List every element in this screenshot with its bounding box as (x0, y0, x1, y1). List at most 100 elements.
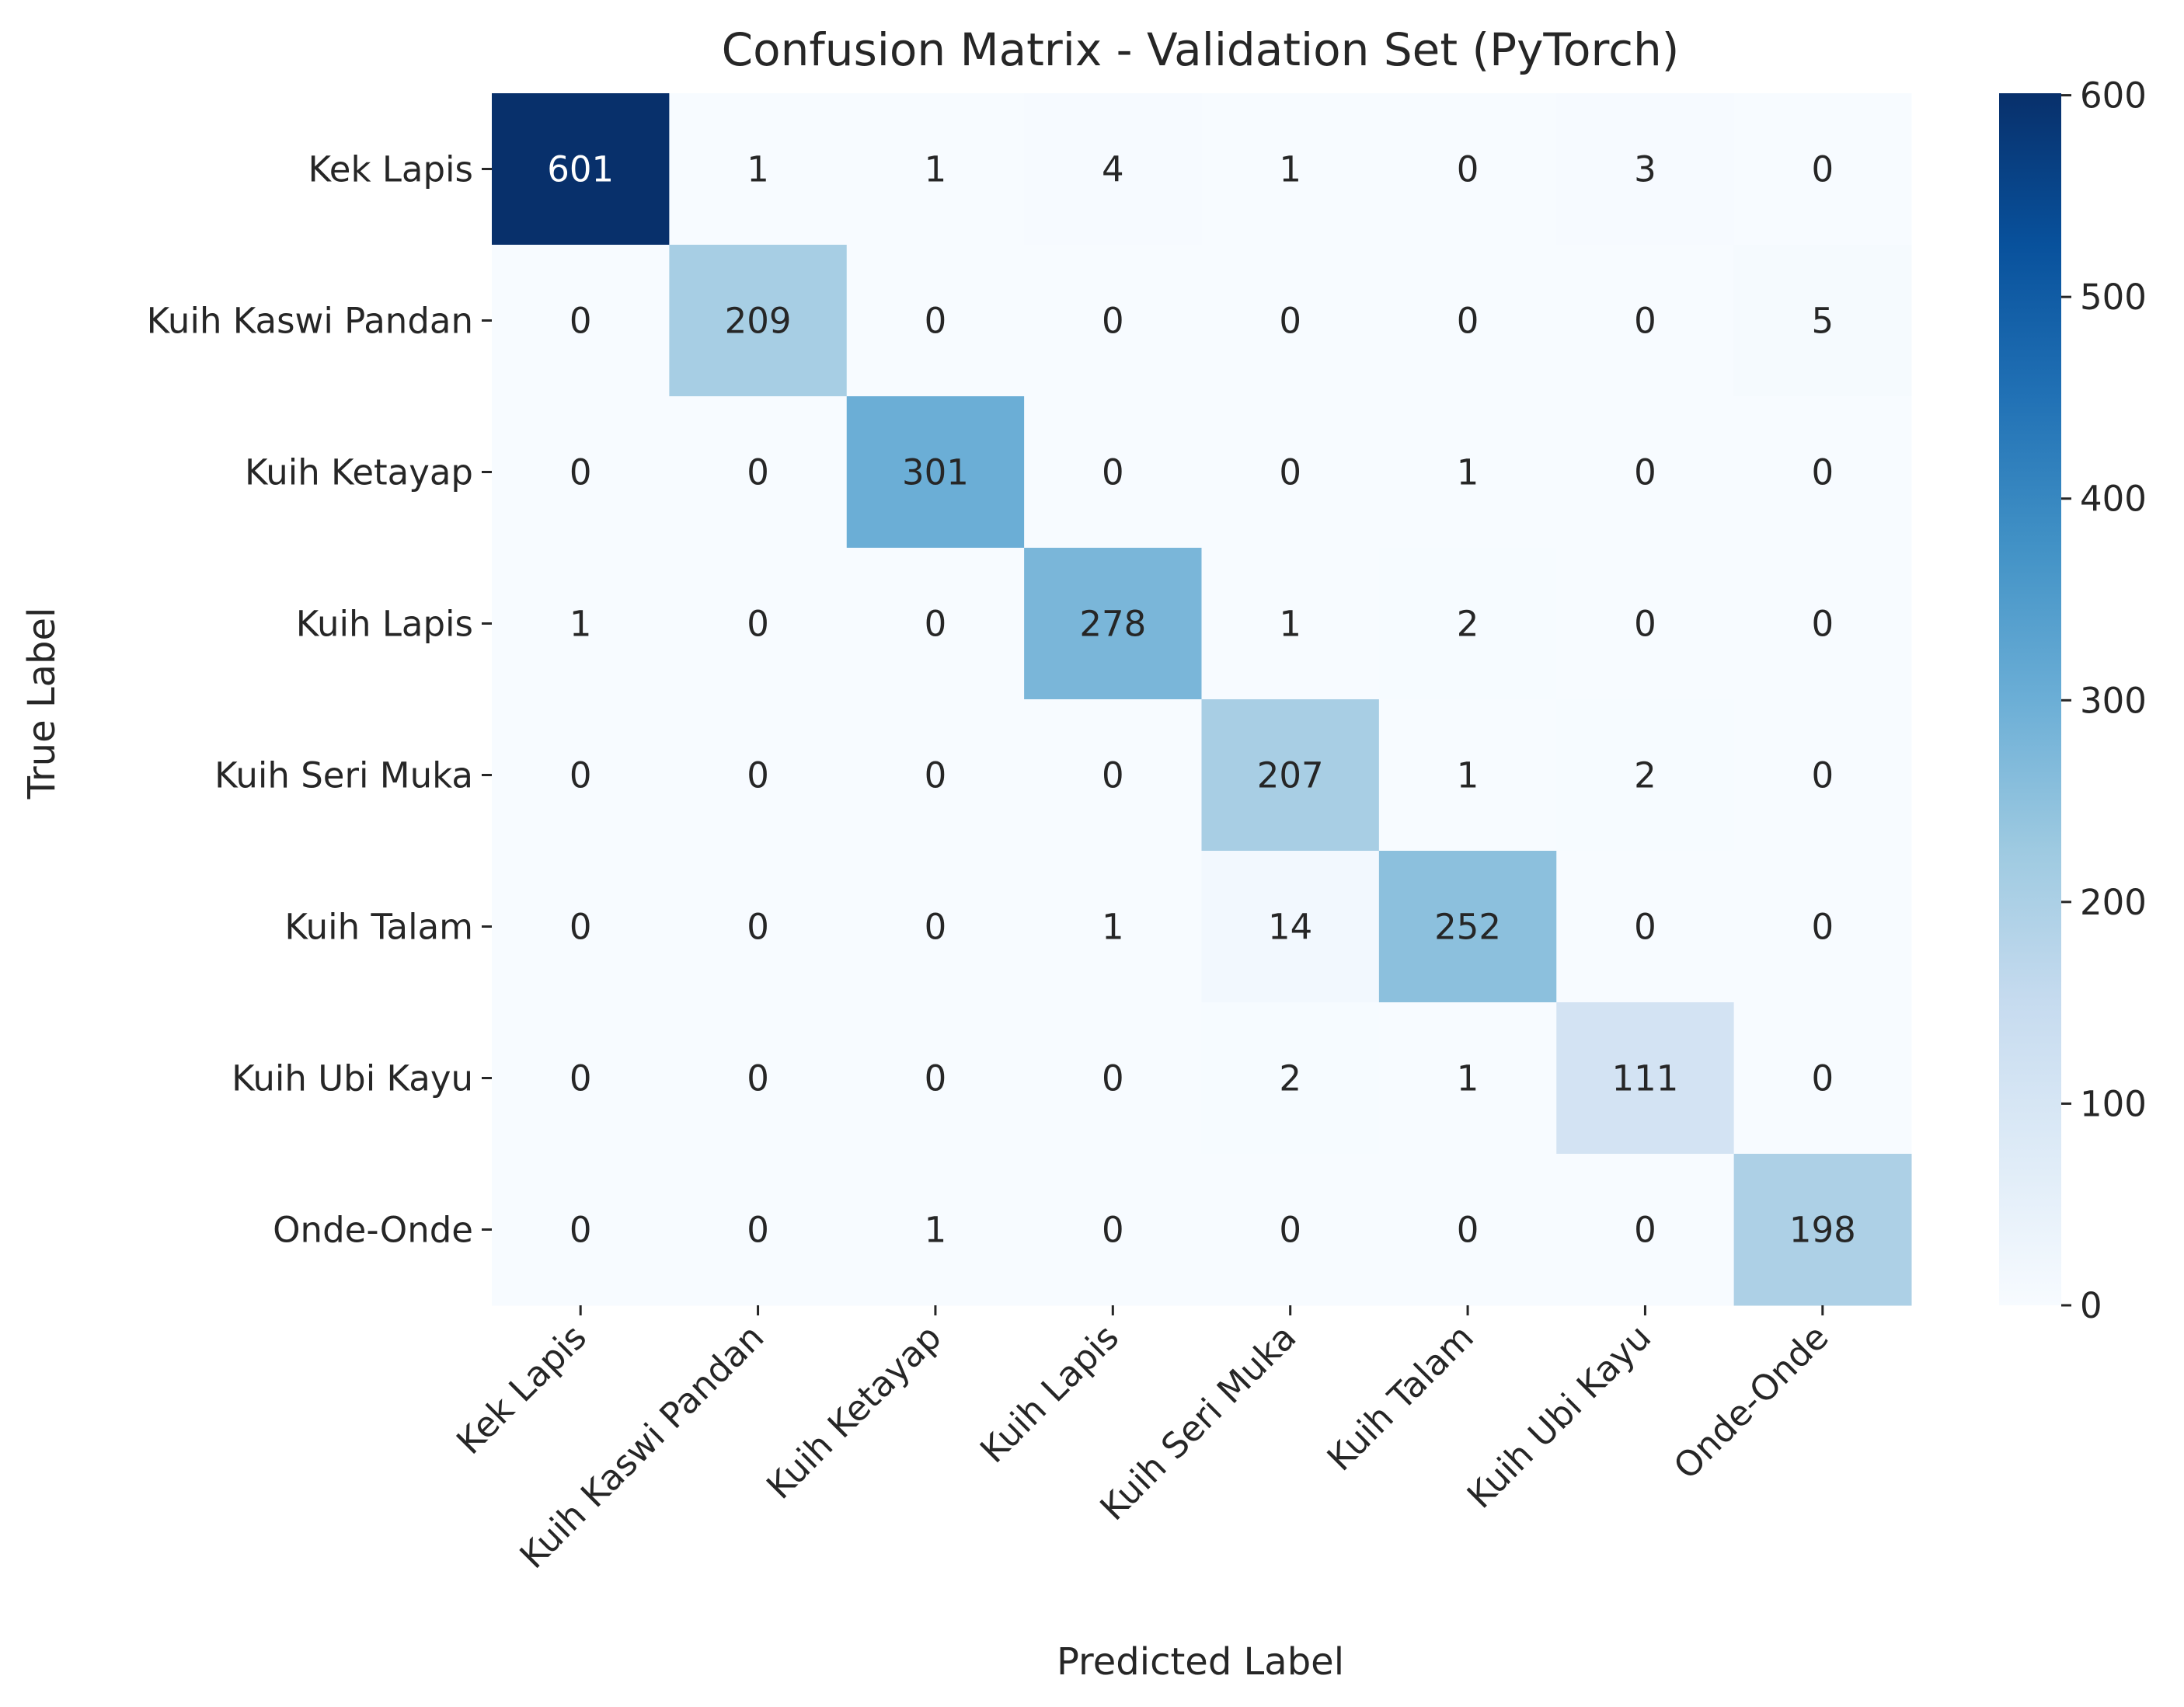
cell-value-label: 0 (1279, 1210, 1301, 1251)
heatmap-cell (846, 699, 1025, 852)
colorbar-ticks: 0 100 200 300 400 500 600 (2061, 75, 2147, 1326)
cell-value-label: 1 (1457, 755, 1479, 796)
heatmap-cell (846, 93, 1025, 246)
cell-value-label: 0 (1102, 755, 1124, 796)
cell-value-label: 2 (1634, 755, 1656, 796)
heatmap-cell (1024, 699, 1202, 852)
heatmap-cell (1378, 396, 1557, 549)
cell-value-label: 2 (1457, 604, 1479, 645)
cell-value-label: 1 (747, 149, 769, 190)
cell-value-label: 0 (925, 755, 947, 796)
cell-value-label: 0 (1102, 1210, 1124, 1251)
cell-value-label: 0 (1811, 149, 1834, 190)
y-tick-label: Kuih Kaswi Pandan (147, 301, 473, 342)
x-tick-label: Kuih Talam (1319, 1316, 1482, 1479)
colorbar-tick-label: 0 (2080, 1285, 2102, 1326)
colorbar-tick-label: 400 (2080, 479, 2147, 520)
x-axis-title: Predicted Label (1057, 1640, 1344, 1684)
cell-value-label: 209 (725, 301, 792, 342)
x-tick-label: Onde-Onde (1666, 1316, 1837, 1487)
cell-value-label: 0 (1279, 301, 1301, 342)
heatmap-cell (1024, 1002, 1202, 1155)
heatmap-cell (1201, 245, 1380, 397)
cell-value-label: 111 (1611, 1058, 1678, 1099)
heatmap-cell (492, 1002, 670, 1155)
heatmap-cell (846, 851, 1025, 1003)
cell-value-label: 4 (1102, 149, 1124, 190)
heatmap-cell (492, 548, 670, 700)
heatmap-cell (846, 1154, 1025, 1306)
y-axis-ticks: Kek Lapis Kuih Kaswi Pandan Kuih Ketayap Ku… (147, 149, 492, 1251)
heatmap-cell (1556, 699, 1735, 852)
heatmap-cell (492, 1154, 670, 1306)
cell-value-label: 1 (1279, 149, 1301, 190)
cell-value-label: 0 (1634, 452, 1656, 493)
cell-value-label: 0 (925, 1058, 947, 1099)
heatmap-cell (1556, 1002, 1735, 1155)
x-tick-label: Kuih Ubi Kayu (1459, 1316, 1659, 1516)
cell-value-label: 0 (1634, 301, 1656, 342)
heatmap-cell (1378, 1002, 1557, 1155)
cell-value-label: 1 (1457, 1058, 1479, 1099)
heatmap-cell (1556, 245, 1735, 397)
y-tick-label: Kuih Seri Muka (214, 755, 473, 796)
cell-value-label: 0 (747, 755, 769, 796)
cell-value-label: 0 (747, 604, 769, 645)
cell-value-label: 0 (570, 452, 592, 493)
y-axis-title: True Label (20, 608, 64, 800)
cell-value-label: 0 (570, 301, 592, 342)
cell-value-label: 0 (1102, 301, 1124, 342)
heatmap-cell (1378, 548, 1557, 700)
heatmap-cell (1024, 245, 1202, 397)
x-tick-label: Kuih Lapis (972, 1316, 1127, 1471)
heatmap-cell (492, 699, 670, 852)
cell-value-label: 2 (1279, 1058, 1301, 1099)
heatmap-cell (1556, 851, 1735, 1003)
colorbar-tick-label: 200 (2080, 882, 2147, 923)
cell-value-label: 0 (747, 1058, 769, 1099)
heatmap-cell (492, 93, 670, 246)
heatmap-cell (1733, 245, 1912, 397)
cell-value-label: 0 (1457, 1210, 1479, 1251)
cell-value-label: 0 (570, 1058, 592, 1099)
heatmap-cell (1024, 396, 1202, 549)
heatmap-cell (669, 851, 848, 1003)
heatmap-cell (492, 396, 670, 549)
heatmap-cell (1733, 699, 1912, 852)
cell-value-label: 0 (747, 907, 769, 948)
cell-value-label: 0 (1279, 452, 1301, 493)
colorbar-tick-label: 100 (2080, 1083, 2147, 1124)
colorbar (1999, 93, 2061, 1305)
heatmap-cell (1201, 396, 1380, 549)
heatmap-cell (492, 851, 670, 1003)
y-tick-label: Kuih Talam (284, 907, 473, 948)
cell-value-label: 0 (747, 1210, 769, 1251)
cell-value-label: 0 (1811, 1058, 1834, 1099)
y-tick-label: Kuih Ubi Kayu (232, 1058, 473, 1099)
cell-value-label: 1 (1102, 907, 1124, 948)
heatmap-cell (1024, 93, 1202, 246)
cell-value-label: 0 (925, 604, 947, 645)
cell-value-label: 0 (1457, 149, 1479, 190)
heatmap-cell (1201, 699, 1380, 852)
cell-value-label: 0 (1102, 452, 1124, 493)
heatmap-cell (1201, 1154, 1380, 1306)
y-tick-label: Kek Lapis (308, 149, 473, 190)
heatmap-cell (1024, 548, 1202, 700)
heatmap-cell (669, 245, 848, 397)
heatmap-cells (492, 93, 1912, 1306)
x-tick-label: Kek Lapis (448, 1316, 594, 1462)
cell-value-label: 0 (1634, 907, 1656, 948)
cell-value-label: 0 (747, 452, 769, 493)
cell-value-label: 0 (570, 1210, 592, 1251)
cell-value-label: 0 (1811, 755, 1834, 796)
heatmap-cell (1378, 245, 1557, 397)
y-tick-label: Kuih Lapis (296, 604, 473, 645)
cell-value-label: 5 (1811, 301, 1834, 342)
cell-value-label: 14 (1268, 907, 1312, 948)
heatmap-cell (669, 1154, 848, 1306)
cell-value-label: 0 (570, 755, 592, 796)
